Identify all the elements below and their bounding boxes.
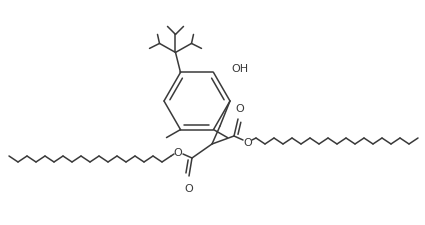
Text: O: O (174, 147, 182, 157)
Text: O: O (235, 104, 244, 113)
Text: OH: OH (232, 64, 249, 74)
Text: O: O (244, 137, 252, 147)
Text: O: O (184, 183, 193, 193)
